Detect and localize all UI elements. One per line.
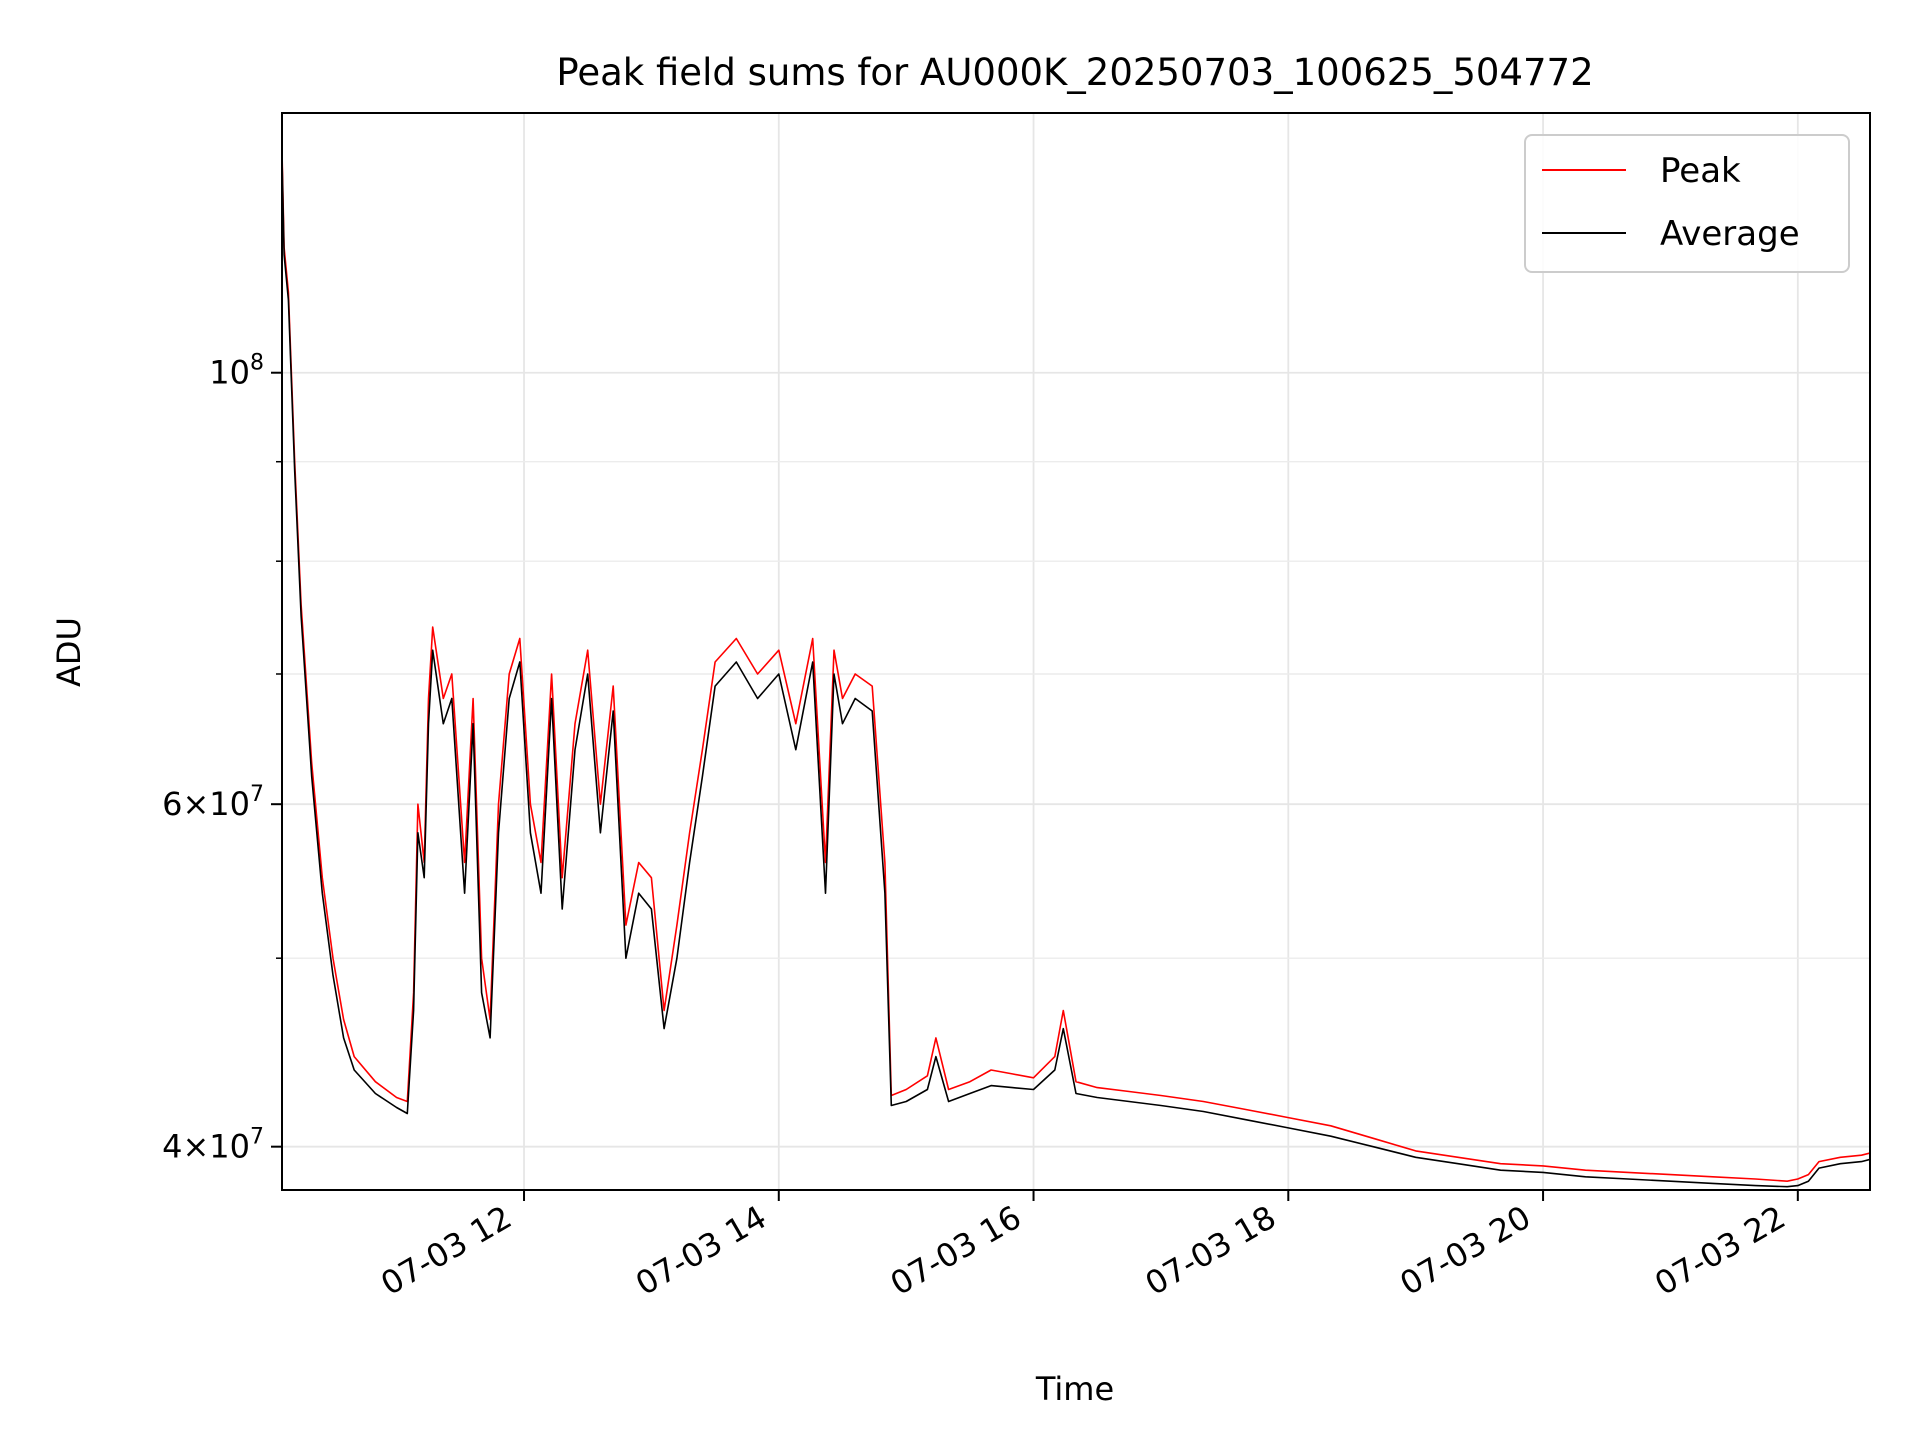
plot-frame xyxy=(281,112,1871,1191)
legend-label-peak: Peak xyxy=(1660,151,1741,191)
plot-background xyxy=(282,113,1870,1190)
legend: Peak Average xyxy=(1524,134,1850,273)
plot-area: 07-03 12 07-03 14 07-03 16 07-03 18 07-03 20… xyxy=(162,112,1871,1303)
grid xyxy=(282,113,1870,1190)
y-tick-label: 6×107 xyxy=(162,782,264,823)
y-tick-label: 108 xyxy=(209,351,264,392)
series-line-average xyxy=(282,157,1870,1188)
y-axis: 4×107 6×107 108 xyxy=(162,351,282,1166)
legend-label-average: Average xyxy=(1660,214,1800,254)
x-axis-label: Time xyxy=(1035,1370,1114,1408)
series-lines xyxy=(282,151,1870,1188)
series-line-peak xyxy=(282,151,1870,1182)
y-tick-label: 4×107 xyxy=(162,1125,264,1166)
y-axis-label: ADU xyxy=(50,617,88,687)
chart-title: Peak field sums for AU000K_20250703_1006… xyxy=(556,51,1593,94)
